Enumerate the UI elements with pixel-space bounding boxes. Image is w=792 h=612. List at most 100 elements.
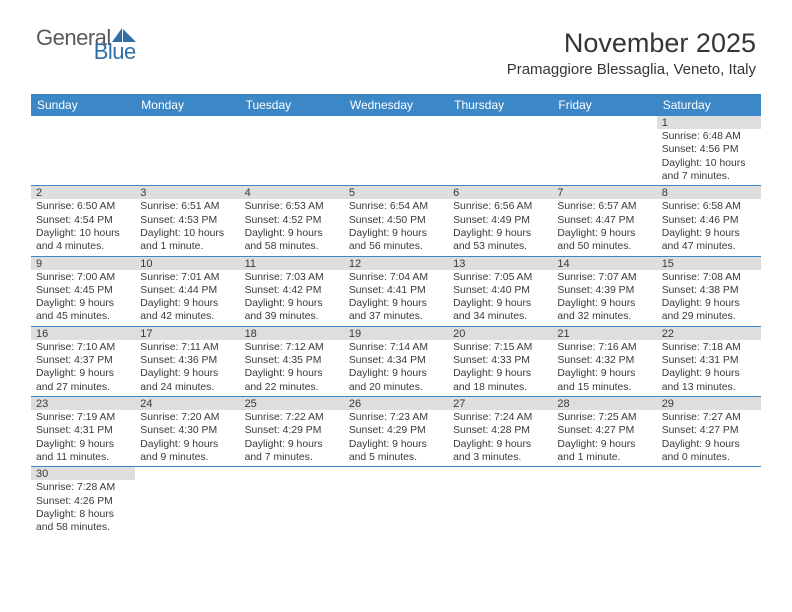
col-sunday: Sunday — [31, 94, 135, 116]
day-number: 13 — [448, 257, 552, 270]
calendar-header-row: Sunday Monday Tuesday Wednesday Thursday… — [31, 94, 761, 116]
day-number: 3 — [135, 186, 239, 199]
day-number: 12 — [344, 257, 448, 270]
calendar-day-cell — [344, 116, 448, 186]
calendar-day-cell — [552, 116, 656, 186]
calendar-week-row: 2Sunrise: 6:50 AMSunset: 4:54 PMDaylight… — [31, 186, 761, 256]
day-sun-info: Sunrise: 7:03 AMSunset: 4:42 PMDaylight:… — [240, 270, 344, 326]
calendar-day-cell: 12Sunrise: 7:04 AMSunset: 4:41 PMDayligh… — [344, 256, 448, 326]
day-sun-info: Sunrise: 7:27 AMSunset: 4:27 PMDaylight:… — [657, 410, 761, 466]
day-sun-info: Sunrise: 7:12 AMSunset: 4:35 PMDaylight:… — [240, 340, 344, 396]
day-sun-info: Sunrise: 7:01 AMSunset: 4:44 PMDaylight:… — [135, 270, 239, 326]
calendar-day-cell — [240, 467, 344, 537]
day-number: 4 — [240, 186, 344, 199]
calendar-day-cell — [135, 116, 239, 186]
day-sun-info: Sunrise: 6:53 AMSunset: 4:52 PMDaylight:… — [240, 199, 344, 255]
day-sun-info: Sunrise: 6:58 AMSunset: 4:46 PMDaylight:… — [657, 199, 761, 255]
calendar-day-cell — [240, 116, 344, 186]
day-number: 19 — [344, 327, 448, 340]
day-number: 8 — [657, 186, 761, 199]
col-wednesday: Wednesday — [344, 94, 448, 116]
calendar-day-cell: 7Sunrise: 6:57 AMSunset: 4:47 PMDaylight… — [552, 186, 656, 256]
day-sun-info: Sunrise: 7:05 AMSunset: 4:40 PMDaylight:… — [448, 270, 552, 326]
day-sun-info: Sunrise: 7:18 AMSunset: 4:31 PMDaylight:… — [657, 340, 761, 396]
calendar-day-cell: 19Sunrise: 7:14 AMSunset: 4:34 PMDayligh… — [344, 326, 448, 396]
calendar-day-cell: 8Sunrise: 6:58 AMSunset: 4:46 PMDaylight… — [657, 186, 761, 256]
calendar-week-row: 16Sunrise: 7:10 AMSunset: 4:37 PMDayligh… — [31, 326, 761, 396]
day-sun-info: Sunrise: 7:16 AMSunset: 4:32 PMDaylight:… — [552, 340, 656, 396]
day-sun-info: Sunrise: 7:25 AMSunset: 4:27 PMDaylight:… — [552, 410, 656, 466]
calendar-week-row: 23Sunrise: 7:19 AMSunset: 4:31 PMDayligh… — [31, 397, 761, 467]
day-sun-info: Sunrise: 7:07 AMSunset: 4:39 PMDaylight:… — [552, 270, 656, 326]
day-sun-info: Sunrise: 7:24 AMSunset: 4:28 PMDaylight:… — [448, 410, 552, 466]
calendar-day-cell: 25Sunrise: 7:22 AMSunset: 4:29 PMDayligh… — [240, 397, 344, 467]
calendar-day-cell: 13Sunrise: 7:05 AMSunset: 4:40 PMDayligh… — [448, 256, 552, 326]
calendar-day-cell: 27Sunrise: 7:24 AMSunset: 4:28 PMDayligh… — [448, 397, 552, 467]
calendar-day-cell — [657, 467, 761, 537]
col-tuesday: Tuesday — [240, 94, 344, 116]
calendar-day-cell: 28Sunrise: 7:25 AMSunset: 4:27 PMDayligh… — [552, 397, 656, 467]
day-sun-info: Sunrise: 6:50 AMSunset: 4:54 PMDaylight:… — [31, 199, 135, 255]
page-title: November 2025 — [507, 28, 756, 59]
day-number: 11 — [240, 257, 344, 270]
col-saturday: Saturday — [657, 94, 761, 116]
day-number: 27 — [448, 397, 552, 410]
day-sun-info: Sunrise: 6:51 AMSunset: 4:53 PMDaylight:… — [135, 199, 239, 255]
day-sun-info: Sunrise: 7:08 AMSunset: 4:38 PMDaylight:… — [657, 270, 761, 326]
calendar-day-cell — [135, 467, 239, 537]
day-number: 17 — [135, 327, 239, 340]
day-sun-info: Sunrise: 7:23 AMSunset: 4:29 PMDaylight:… — [344, 410, 448, 466]
calendar-day-cell — [552, 467, 656, 537]
calendar-day-cell: 4Sunrise: 6:53 AMSunset: 4:52 PMDaylight… — [240, 186, 344, 256]
calendar-day-cell: 30Sunrise: 7:28 AMSunset: 4:26 PMDayligh… — [31, 467, 135, 537]
day-number: 7 — [552, 186, 656, 199]
day-sun-info: Sunrise: 7:11 AMSunset: 4:36 PMDaylight:… — [135, 340, 239, 396]
calendar-day-cell — [448, 116, 552, 186]
day-sun-info: Sunrise: 7:15 AMSunset: 4:33 PMDaylight:… — [448, 340, 552, 396]
calendar-day-cell — [31, 116, 135, 186]
day-number: 2 — [31, 186, 135, 199]
day-sun-info: Sunrise: 6:57 AMSunset: 4:47 PMDaylight:… — [552, 199, 656, 255]
day-sun-info: Sunrise: 7:04 AMSunset: 4:41 PMDaylight:… — [344, 270, 448, 326]
col-thursday: Thursday — [448, 94, 552, 116]
day-number: 21 — [552, 327, 656, 340]
day-number: 1 — [657, 116, 761, 129]
calendar-day-cell: 29Sunrise: 7:27 AMSunset: 4:27 PMDayligh… — [657, 397, 761, 467]
day-sun-info: Sunrise: 7:00 AMSunset: 4:45 PMDaylight:… — [31, 270, 135, 326]
calendar-day-cell: 21Sunrise: 7:16 AMSunset: 4:32 PMDayligh… — [552, 326, 656, 396]
calendar-table: Sunday Monday Tuesday Wednesday Thursday… — [31, 94, 761, 537]
col-monday: Monday — [135, 94, 239, 116]
day-number: 26 — [344, 397, 448, 410]
day-sun-info: Sunrise: 7:14 AMSunset: 4:34 PMDaylight:… — [344, 340, 448, 396]
day-sun-info: Sunrise: 7:20 AMSunset: 4:30 PMDaylight:… — [135, 410, 239, 466]
calendar-week-row: 30Sunrise: 7:28 AMSunset: 4:26 PMDayligh… — [31, 467, 761, 537]
calendar-day-cell — [448, 467, 552, 537]
calendar-day-cell: 3Sunrise: 6:51 AMSunset: 4:53 PMDaylight… — [135, 186, 239, 256]
calendar-day-cell: 16Sunrise: 7:10 AMSunset: 4:37 PMDayligh… — [31, 326, 135, 396]
day-sun-info: Sunrise: 7:22 AMSunset: 4:29 PMDaylight:… — [240, 410, 344, 466]
day-number: 18 — [240, 327, 344, 340]
logo: General Blue — [36, 28, 138, 62]
title-block: November 2025 Pramaggiore Blessaglia, Ve… — [507, 28, 756, 78]
day-sun-info: Sunrise: 7:10 AMSunset: 4:37 PMDaylight:… — [31, 340, 135, 396]
calendar-day-cell: 20Sunrise: 7:15 AMSunset: 4:33 PMDayligh… — [448, 326, 552, 396]
calendar-day-cell: 11Sunrise: 7:03 AMSunset: 4:42 PMDayligh… — [240, 256, 344, 326]
calendar-day-cell: 9Sunrise: 7:00 AMSunset: 4:45 PMDaylight… — [31, 256, 135, 326]
day-sun-info: Sunrise: 7:28 AMSunset: 4:26 PMDaylight:… — [31, 480, 135, 536]
calendar-day-cell: 18Sunrise: 7:12 AMSunset: 4:35 PMDayligh… — [240, 326, 344, 396]
day-number: 22 — [657, 327, 761, 340]
col-friday: Friday — [552, 94, 656, 116]
day-number: 28 — [552, 397, 656, 410]
calendar-day-cell: 26Sunrise: 7:23 AMSunset: 4:29 PMDayligh… — [344, 397, 448, 467]
day-sun-info: Sunrise: 6:56 AMSunset: 4:49 PMDaylight:… — [448, 199, 552, 255]
calendar-day-cell — [344, 467, 448, 537]
calendar-week-row: 9Sunrise: 7:00 AMSunset: 4:45 PMDaylight… — [31, 256, 761, 326]
day-number: 10 — [135, 257, 239, 270]
day-number: 16 — [31, 327, 135, 340]
day-number: 29 — [657, 397, 761, 410]
day-sun-info: Sunrise: 6:54 AMSunset: 4:50 PMDaylight:… — [344, 199, 448, 255]
calendar-day-cell: 5Sunrise: 6:54 AMSunset: 4:50 PMDaylight… — [344, 186, 448, 256]
day-number: 14 — [552, 257, 656, 270]
calendar-body: 1Sunrise: 6:48 AMSunset: 4:56 PMDaylight… — [31, 116, 761, 537]
calendar-week-row: 1Sunrise: 6:48 AMSunset: 4:56 PMDaylight… — [31, 116, 761, 186]
